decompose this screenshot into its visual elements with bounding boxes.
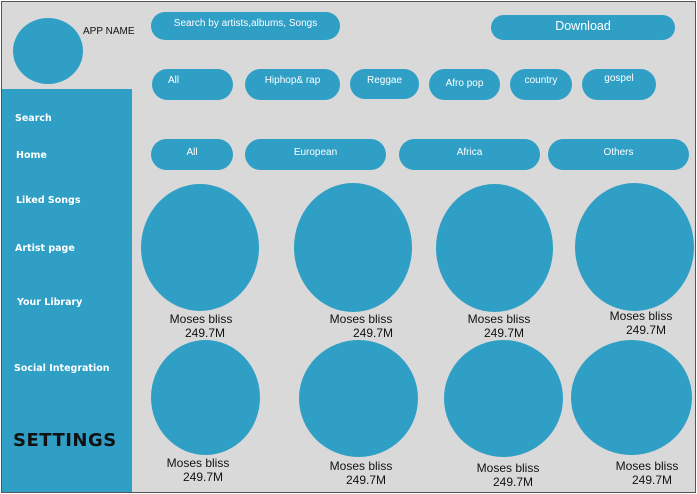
artist-listener-count: 249.7M — [345, 473, 387, 487]
genre-filter-afro-pop[interactable]: Afro pop — [429, 69, 500, 100]
download-button[interactable]: Download — [491, 15, 675, 40]
artist-listener-count: 249.7M — [483, 326, 525, 340]
artist-card-image[interactable] — [436, 184, 553, 312]
artist-card-image[interactable] — [299, 340, 418, 457]
artist-card-image[interactable] — [444, 340, 563, 457]
artist-name: Moses bliss — [169, 312, 233, 326]
genre-filter-hiphop-rap[interactable]: Hiphop& rap — [245, 69, 340, 100]
genre-filter-reggae[interactable]: Reggae — [350, 69, 419, 99]
sidebar-item-search[interactable]: Search — [15, 113, 52, 124]
artist-listener-count: 249.7M — [352, 326, 394, 340]
artist-card-image[interactable] — [141, 184, 259, 311]
artist-name: Moses bliss — [609, 309, 673, 323]
artist-card-image[interactable] — [571, 340, 692, 455]
artist-name: Moses bliss — [166, 456, 230, 470]
artist-card-image[interactable] — [294, 183, 412, 312]
sidebar-item-social-integration[interactable]: Social Integration — [14, 363, 110, 374]
sidebar-item-liked-songs[interactable]: Liked Songs — [16, 195, 81, 206]
app-name: APP NAME — [83, 26, 135, 37]
region-filter-africa[interactable]: Africa — [399, 139, 540, 170]
sidebar-item-your-library[interactable]: Your Library — [17, 297, 83, 308]
search-input[interactable]: Search by artists,albums, Songs — [151, 12, 340, 40]
artist-listener-count: 249.7M — [182, 470, 224, 484]
artist-name: Moses bliss — [329, 459, 393, 473]
artist-card-image[interactable] — [575, 183, 694, 311]
region-filter-others[interactable]: Others — [548, 139, 689, 170]
genre-filter-gospel[interactable]: gospel — [582, 69, 656, 100]
settings-button[interactable]: SETTINGS — [13, 430, 117, 451]
artist-listener-count: 249.7M — [631, 473, 673, 487]
sidebar-item-artist-page[interactable]: Artist page — [15, 243, 75, 254]
logo-area: APP NAME — [2, 2, 135, 89]
sidebar: Search Home Liked Songs Artist page Your… — [2, 89, 132, 492]
artist-name: Moses bliss — [329, 312, 393, 326]
artist-listener-count: 249.7M — [184, 326, 226, 340]
region-filter-european[interactable]: European — [245, 139, 386, 170]
artist-listener-count: 249.7M — [492, 475, 534, 489]
genre-filter-all[interactable]: All — [152, 69, 233, 100]
artist-card-image[interactable] — [151, 340, 260, 455]
region-filter-all[interactable]: All — [151, 139, 233, 170]
artist-name: Moses bliss — [615, 459, 679, 473]
sidebar-item-home[interactable]: Home — [16, 150, 47, 161]
artist-name: Moses bliss — [467, 312, 531, 326]
artist-listener-count: 249.7M — [625, 323, 667, 337]
genre-filter-country[interactable]: country — [510, 69, 572, 100]
artist-name: Moses bliss — [476, 461, 540, 475]
app-logo-avatar — [13, 18, 83, 84]
